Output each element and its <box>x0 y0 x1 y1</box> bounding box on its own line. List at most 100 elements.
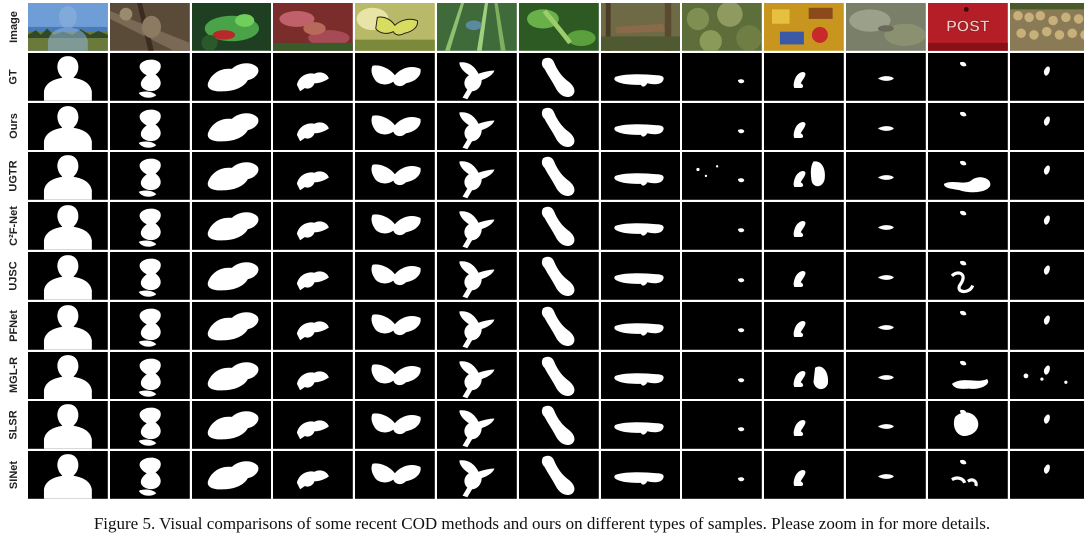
mask-c-f-net-frog <box>191 202 272 250</box>
mask-mgl-r-branch <box>600 351 681 400</box>
mask-ours-bush <box>682 102 763 151</box>
mask-gt-bush <box>682 52 763 101</box>
mask-ujsc-woodpile <box>1009 252 1084 300</box>
mask-ours-butterfly <box>355 102 435 151</box>
mask-slsr-pink-crab <box>273 401 354 450</box>
mask-sinet-pink-crab <box>273 451 354 499</box>
mask-ours-sky-person <box>28 102 108 151</box>
row-label-text: SLSR <box>8 410 20 440</box>
mask-ugtr-tree-bird <box>109 152 190 201</box>
photo-butterfly <box>355 3 435 51</box>
row-label-7: MGL-R <box>0 352 28 400</box>
mask-pfnet-red-post-box <box>927 301 1008 350</box>
photo-pink-crab <box>273 3 354 51</box>
mask-ujsc-butterfly <box>355 252 435 300</box>
mask-gt-butterfly <box>355 52 435 101</box>
mask-slsr-grass-insect <box>437 401 517 450</box>
row-label-text: Image <box>8 10 21 43</box>
photo-sky-person <box>28 3 108 51</box>
mask-slsr-bush <box>682 401 763 450</box>
photo-green-stick <box>518 3 599 51</box>
mask-sinet-bush <box>682 451 763 499</box>
mask-ugtr-woodpile <box>1009 152 1084 201</box>
mask-c-f-net-branch <box>600 202 681 250</box>
mask-mgl-r-frog <box>191 351 272 400</box>
row-label-9: SINet <box>0 451 28 499</box>
row-label-text: SINet <box>8 461 20 490</box>
mask-ugtr-moss-rock <box>846 152 926 201</box>
row-label-4: C²F-Net <box>0 202 28 250</box>
mask-sinet-yellow-toy <box>764 451 844 499</box>
mask-ours-branch <box>600 102 681 151</box>
photo-red-post-box: POST <box>927 3 1008 51</box>
mask-c-f-net-pink-crab <box>273 202 354 250</box>
mask-gt-red-post-box <box>927 52 1008 101</box>
mask-c-f-net-butterfly <box>355 202 435 250</box>
row-label-text: UGTR <box>8 160 21 192</box>
mask-pfnet-butterfly <box>355 301 435 350</box>
mask-ujsc-yellow-toy <box>764 252 844 300</box>
mask-gt-tree-bird <box>109 52 190 101</box>
mask-mgl-r-green-stick <box>518 351 599 400</box>
mask-mgl-r-woodpile <box>1009 351 1084 400</box>
mask-sinet-green-stick <box>518 451 599 499</box>
mask-ugtr-sky-person <box>28 152 108 201</box>
mask-sinet-grass-insect <box>437 451 517 499</box>
mask-gt-pink-crab <box>273 52 354 101</box>
mask-pfnet-pink-crab <box>273 301 354 350</box>
photo-branch <box>600 3 681 51</box>
mask-gt-branch <box>600 52 681 101</box>
mask-ugtr-yellow-toy <box>764 152 844 201</box>
mask-ugtr-frog <box>191 152 272 201</box>
mask-ours-frog <box>191 102 272 151</box>
photo-frog <box>191 3 272 51</box>
row-label-text: PFNet <box>8 309 20 342</box>
svg-text:POST: POST <box>946 19 990 36</box>
mask-pfnet-moss-rock <box>846 301 926 350</box>
row-label-3: UGTR <box>0 152 28 200</box>
mask-mgl-r-sky-person <box>28 351 108 400</box>
mask-c-f-net-yellow-toy <box>764 202 844 250</box>
mask-mgl-r-butterfly <box>355 351 435 400</box>
mask-ujsc-red-post-box <box>927 252 1008 300</box>
mask-pfnet-yellow-toy <box>764 301 844 350</box>
mask-c-f-net-bush <box>682 202 763 250</box>
mask-slsr-moss-rock <box>846 401 926 450</box>
mask-sinet-butterfly <box>355 451 435 499</box>
mask-pfnet-branch <box>600 301 681 350</box>
mask-ours-tree-bird <box>109 102 190 151</box>
mask-gt-woodpile <box>1009 52 1084 101</box>
mask-ugtr-branch <box>600 152 681 201</box>
row-label-1: GT <box>0 53 28 101</box>
mask-ours-pink-crab <box>273 102 354 151</box>
mask-ugtr-bush <box>682 152 763 201</box>
mask-sinet-moss-rock <box>846 451 926 499</box>
row-label-text: UJSC <box>8 261 20 291</box>
mask-c-f-net-green-stick <box>518 202 599 250</box>
row-label-8: SLSR <box>0 401 28 449</box>
mask-sinet-frog <box>191 451 272 499</box>
mask-pfnet-frog <box>191 301 272 350</box>
mask-slsr-frog <box>191 401 272 450</box>
photo-woodpile <box>1009 3 1084 51</box>
mask-c-f-net-red-post-box <box>927 202 1008 250</box>
photo-moss-rock <box>846 3 926 51</box>
mask-c-f-net-grass-insect <box>437 202 517 250</box>
mask-slsr-red-post-box <box>927 401 1008 450</box>
mask-ugtr-pink-crab <box>273 152 354 201</box>
mask-ugtr-green-stick <box>518 152 599 201</box>
mask-sinet-woodpile <box>1009 451 1084 499</box>
mask-pfnet-green-stick <box>518 301 599 350</box>
mask-gt-moss-rock <box>846 52 926 101</box>
mask-slsr-tree-bird <box>109 401 190 450</box>
mask-mgl-r-grass-insect <box>437 351 517 400</box>
mask-slsr-green-stick <box>518 401 599 450</box>
mask-gt-grass-insect <box>437 52 517 101</box>
mask-slsr-sky-person <box>28 401 108 450</box>
photo-grass-insect <box>437 3 517 51</box>
mask-ujsc-grass-insect <box>437 252 517 300</box>
mask-ugtr-butterfly <box>355 152 435 201</box>
mask-ugtr-grass-insect <box>437 152 517 201</box>
mask-mgl-r-bush <box>682 351 763 400</box>
